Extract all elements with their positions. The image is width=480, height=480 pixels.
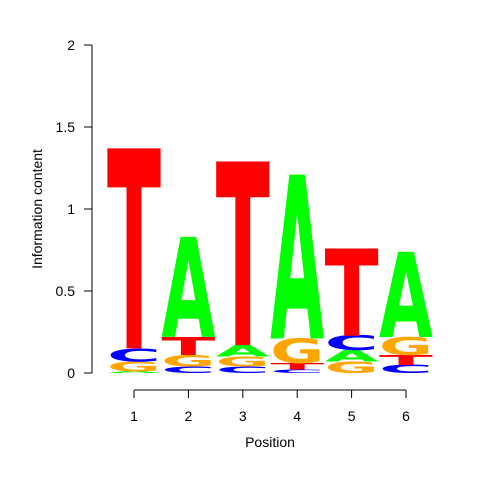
x-axis-ticks [133, 390, 407, 398]
logo-letter-g: G [325, 359, 379, 377]
y-tick-label: 0 [67, 365, 75, 381]
x-tick-label: 4 [293, 408, 301, 424]
logo-letter-a: A [107, 371, 161, 374]
x-tick-label: 2 [185, 408, 193, 424]
logo-letter-t: T [107, 94, 161, 413]
y-axis-ticks [84, 44, 92, 374]
logo-letter-g: G [161, 352, 215, 370]
y-tick-label: 1.5 [56, 119, 76, 135]
logo-letter-g: G [379, 332, 433, 361]
y-axis-tick-labels: 0 0.5 1 1.5 2 [56, 37, 76, 381]
logo-letter-a: A [216, 342, 270, 360]
x-axis-title: Position [245, 434, 295, 450]
y-tick-label: 0.5 [56, 283, 76, 299]
logo-letter-a: A [270, 131, 324, 393]
logo-letter-g: G [270, 332, 324, 371]
x-tick-label: 1 [130, 408, 138, 424]
x-tick-label: 6 [402, 408, 410, 424]
logo-letter-c: C [216, 365, 270, 375]
logo-letter-t: T [379, 352, 433, 368]
logo-letter-c: C [325, 331, 379, 355]
logo-letter-c: C [107, 345, 161, 366]
logo-letter-c: C [270, 369, 324, 374]
y-axis-title: Information content [29, 149, 45, 269]
y-tick-label: 1 [67, 201, 75, 217]
logo-letter-t: T [325, 225, 379, 364]
logo-letter-t: T [270, 362, 325, 372]
logo-letter-g: G [216, 354, 270, 370]
x-tick-label: 5 [348, 408, 356, 424]
x-tick-label: 3 [239, 408, 247, 424]
logo-letter-a: A [161, 210, 215, 370]
logo-letter-t: T [216, 113, 270, 406]
logo-letter-c: C [379, 363, 433, 376]
logo-letter-g: G [107, 359, 161, 375]
logo-letter-c: C [161, 365, 215, 375]
logo-letter-a: A [325, 347, 379, 365]
x-axis-tick-labels: 1 2 3 4 5 6 [130, 408, 410, 424]
logo-letter-a: A [379, 229, 433, 365]
logo-letter-t: T [161, 332, 215, 361]
y-tick-label: 2 [67, 37, 75, 53]
